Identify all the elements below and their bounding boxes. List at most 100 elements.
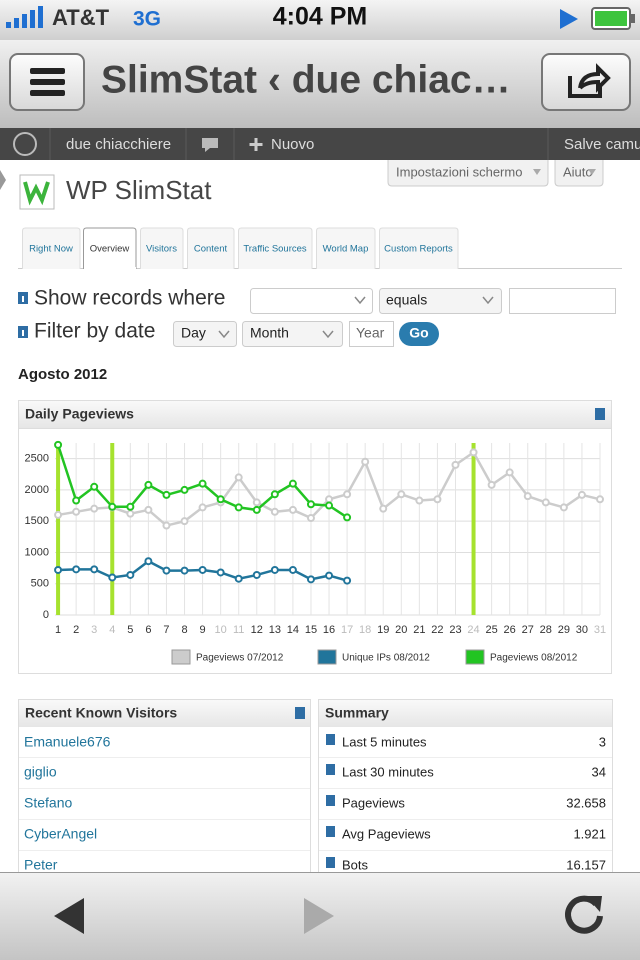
data-point xyxy=(198,503,207,512)
data-point xyxy=(72,496,81,505)
forward-button[interactable] xyxy=(304,898,334,934)
tab[interactable] xyxy=(140,227,184,269)
screen-options: Impostazioni schermo xyxy=(396,164,522,179)
tab[interactable] xyxy=(238,227,313,269)
site-link[interactable]: due chiacchiere xyxy=(66,136,171,153)
x-tick-label: 31 xyxy=(594,624,606,636)
data-point xyxy=(361,457,370,466)
summary-value: 16.157 xyxy=(566,857,606,872)
clock: 4:04 PM xyxy=(273,3,367,31)
data-point xyxy=(180,485,189,494)
info-icon[interactable] xyxy=(326,857,335,868)
info-icon[interactable] xyxy=(326,795,335,806)
visitor-link[interactable]: giglio xyxy=(24,764,57,780)
chart-title: Daily Pageviews xyxy=(25,406,134,422)
data-point xyxy=(252,498,261,507)
data-point xyxy=(144,505,153,514)
visitor-link[interactable]: CyberAngel xyxy=(24,826,97,842)
tab-label: Right Now xyxy=(29,244,73,255)
page-title: WP SlimStat xyxy=(66,175,212,205)
tab[interactable] xyxy=(83,227,137,269)
data-point xyxy=(306,514,315,523)
summary-label: Pageviews xyxy=(342,795,405,810)
y-tick-label: 2000 xyxy=(25,484,49,496)
go-button[interactable] xyxy=(399,322,439,346)
data-point xyxy=(306,575,315,584)
data-point xyxy=(306,500,315,509)
day-select[interactable] xyxy=(173,321,237,347)
data-point xyxy=(180,566,189,575)
tab[interactable] xyxy=(187,227,235,269)
select-arrow xyxy=(322,330,334,339)
data-point xyxy=(343,513,352,522)
year: Year xyxy=(356,325,385,341)
filter-label: Show records where xyxy=(34,287,225,310)
tab-label: World Map xyxy=(323,244,369,255)
info-icon[interactable] xyxy=(326,764,335,775)
month-select[interactable] xyxy=(242,321,343,347)
status-bar xyxy=(0,0,640,40)
x-tick-label: 6 xyxy=(145,624,151,636)
info-icon[interactable] xyxy=(595,408,605,420)
tab[interactable] xyxy=(22,227,81,269)
info-icon[interactable] xyxy=(295,707,305,719)
x-tick-label: 27 xyxy=(522,624,534,636)
x-tick-label: 13 xyxy=(269,624,281,636)
data-point xyxy=(288,479,297,488)
highlight-bar xyxy=(56,443,61,615)
data-point xyxy=(144,557,153,566)
data-point xyxy=(54,510,63,519)
tab[interactable] xyxy=(316,227,376,269)
visitor-link[interactable]: Peter xyxy=(24,857,58,873)
visitor-link[interactable]: Stefano xyxy=(24,795,72,811)
value-input[interactable] xyxy=(509,288,616,314)
month: Month xyxy=(250,325,289,341)
x-tick-label: 23 xyxy=(449,624,461,636)
wp-logo[interactable] xyxy=(13,132,37,156)
y-tick-label: 500 xyxy=(31,578,49,590)
data-point xyxy=(180,517,189,526)
help-button[interactable] xyxy=(554,160,604,187)
back-button[interactable] xyxy=(54,898,84,934)
tab[interactable] xyxy=(379,227,459,269)
x-tick-label: 7 xyxy=(163,624,169,636)
data-point xyxy=(288,505,297,514)
year-input[interactable] xyxy=(349,321,394,347)
dropdown-arrow xyxy=(533,169,541,175)
comments-icon[interactable] xyxy=(202,138,218,152)
data-point xyxy=(198,565,207,574)
select-arrow xyxy=(218,330,230,339)
visitor-link[interactable]: Emanuele676 xyxy=(24,734,111,750)
data-point xyxy=(108,502,117,511)
legend-label: Pageviews 07/2012 xyxy=(196,653,284,664)
summary-value: 32.658 xyxy=(566,795,606,810)
field-select[interactable] xyxy=(250,288,373,314)
data-point xyxy=(54,565,63,574)
legend-swatch xyxy=(171,649,191,665)
visitors-title: Recent Known Visitors xyxy=(25,705,177,721)
data-point xyxy=(596,495,604,504)
x-tick-label: 18 xyxy=(359,624,371,636)
x-tick-label: 10 xyxy=(215,624,227,636)
x-tick-label: 1 xyxy=(55,624,61,636)
summary-label: Last 30 minutes xyxy=(342,764,434,779)
reload-button[interactable] xyxy=(565,895,603,934)
date-row: Filter by date Day Month Year Go xyxy=(18,320,439,347)
tab-label: Custom Reports xyxy=(384,244,453,255)
menu-icon xyxy=(30,68,65,96)
data-point xyxy=(541,498,550,507)
select-arrow xyxy=(354,296,366,305)
carrier: AT&T xyxy=(52,5,110,30)
summary-label: Avg Pageviews xyxy=(342,826,431,841)
info-glyph xyxy=(22,296,24,302)
screen-options-button[interactable] xyxy=(387,160,549,187)
data-point xyxy=(397,490,406,499)
info-icon[interactable] xyxy=(326,734,335,745)
new-link[interactable]: Nuovo xyxy=(271,136,314,153)
x-tick-label: 17 xyxy=(341,624,353,636)
greeting[interactable]: Salve camu xyxy=(564,136,640,153)
tab-label: Visitors xyxy=(146,244,177,255)
operator-select[interactable] xyxy=(379,288,502,314)
info-icon[interactable] xyxy=(326,826,335,837)
operator: equals xyxy=(386,292,427,308)
